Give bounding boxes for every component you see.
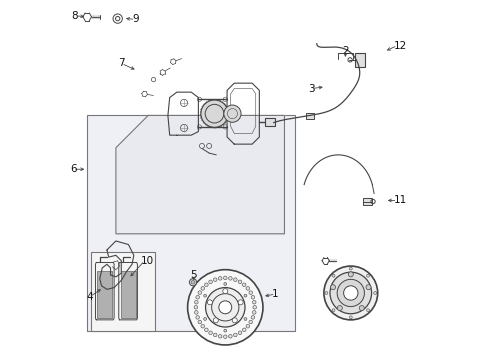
Circle shape	[348, 272, 353, 277]
Circle shape	[246, 324, 249, 328]
Text: 10: 10	[141, 256, 154, 266]
Circle shape	[201, 100, 228, 127]
Circle shape	[209, 280, 212, 284]
Text: 12: 12	[394, 41, 407, 50]
Circle shape	[249, 320, 252, 324]
Circle shape	[209, 331, 212, 334]
Text: 8: 8	[72, 11, 78, 21]
Circle shape	[219, 334, 222, 338]
Circle shape	[243, 283, 246, 287]
Circle shape	[214, 278, 217, 282]
Circle shape	[366, 285, 371, 290]
Circle shape	[198, 320, 201, 324]
Circle shape	[359, 306, 364, 311]
Text: 4: 4	[86, 292, 93, 302]
Circle shape	[198, 291, 201, 294]
Circle shape	[252, 300, 256, 304]
Circle shape	[201, 287, 204, 290]
Circle shape	[249, 291, 252, 294]
Text: 2: 2	[342, 46, 349, 56]
Circle shape	[349, 267, 352, 270]
Circle shape	[223, 289, 228, 294]
Circle shape	[205, 283, 208, 287]
Circle shape	[204, 294, 206, 297]
Bar	[355, 53, 366, 67]
Circle shape	[196, 316, 199, 319]
Circle shape	[224, 283, 227, 285]
Circle shape	[232, 318, 237, 323]
Circle shape	[234, 333, 237, 337]
Circle shape	[331, 285, 336, 290]
Text: 1: 1	[272, 289, 278, 299]
Text: 11: 11	[394, 195, 407, 206]
Circle shape	[219, 276, 222, 280]
Circle shape	[246, 287, 249, 290]
Circle shape	[325, 292, 328, 294]
Circle shape	[223, 335, 227, 338]
Bar	[364, 198, 372, 205]
Bar	[265, 118, 275, 126]
Circle shape	[229, 334, 232, 338]
Circle shape	[252, 311, 256, 314]
Circle shape	[343, 286, 358, 300]
Circle shape	[214, 333, 217, 337]
Bar	[97, 271, 112, 318]
Circle shape	[238, 300, 243, 305]
Circle shape	[195, 300, 198, 304]
Circle shape	[332, 274, 335, 277]
Bar	[306, 113, 314, 119]
Circle shape	[367, 309, 369, 312]
Circle shape	[207, 300, 213, 305]
Circle shape	[194, 306, 197, 309]
Circle shape	[374, 292, 377, 294]
Circle shape	[251, 316, 255, 319]
Text: 3: 3	[308, 84, 315, 94]
Circle shape	[244, 318, 247, 320]
Circle shape	[223, 276, 227, 280]
Circle shape	[224, 105, 241, 122]
Bar	[91, 252, 155, 330]
Circle shape	[349, 316, 352, 319]
Circle shape	[201, 324, 204, 328]
Circle shape	[204, 318, 206, 320]
Circle shape	[337, 306, 343, 311]
Bar	[87, 116, 295, 330]
Circle shape	[213, 318, 219, 323]
Circle shape	[337, 279, 365, 307]
Circle shape	[244, 294, 247, 297]
Circle shape	[332, 309, 335, 312]
Circle shape	[251, 296, 255, 299]
Circle shape	[234, 278, 237, 282]
Circle shape	[253, 306, 256, 309]
Text: 9: 9	[132, 14, 139, 24]
Circle shape	[219, 301, 232, 314]
Polygon shape	[116, 116, 285, 234]
Bar	[121, 271, 136, 318]
Circle shape	[229, 276, 232, 280]
Text: 6: 6	[70, 164, 76, 174]
Circle shape	[188, 270, 263, 345]
Circle shape	[205, 328, 208, 332]
Circle shape	[367, 274, 369, 277]
Circle shape	[324, 266, 378, 320]
Circle shape	[243, 328, 246, 332]
Circle shape	[205, 288, 245, 327]
Text: 5: 5	[190, 270, 196, 280]
Circle shape	[196, 296, 199, 299]
Circle shape	[238, 280, 242, 284]
Circle shape	[195, 311, 198, 314]
Circle shape	[224, 329, 227, 332]
Circle shape	[330, 272, 371, 314]
Circle shape	[238, 331, 242, 334]
Circle shape	[190, 279, 196, 286]
Text: 7: 7	[118, 58, 125, 68]
